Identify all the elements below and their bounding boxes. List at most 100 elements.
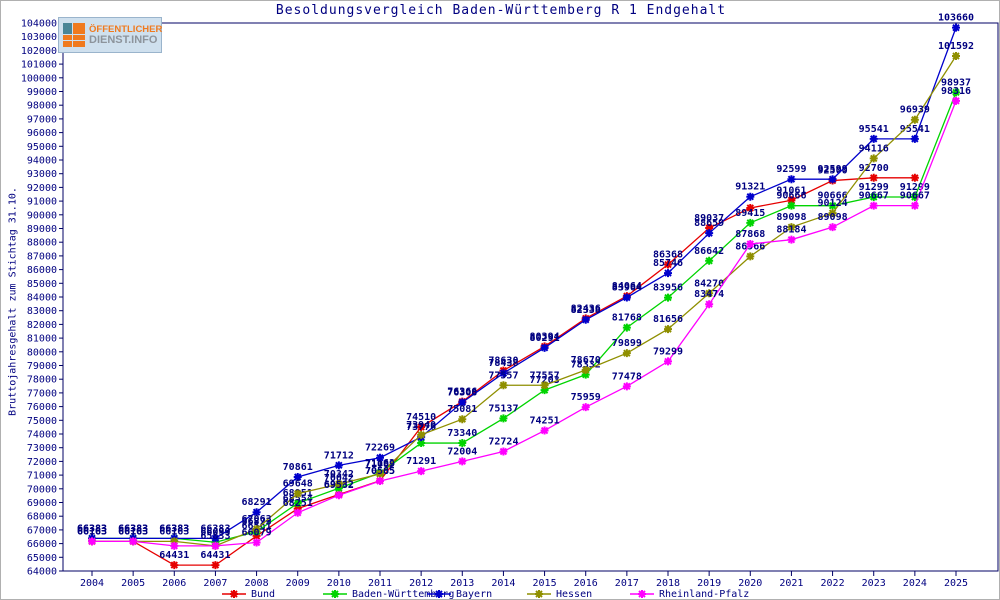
y-tick-label: 82000 bbox=[27, 320, 57, 331]
x-tick-label: 2004 bbox=[80, 578, 104, 589]
data-label-baden-w-rttemberg: 86642 bbox=[694, 246, 724, 257]
y-tick-label: 70000 bbox=[27, 484, 57, 495]
data-label-bayern: 73776 bbox=[406, 422, 436, 433]
data-label-bund: 80394 bbox=[530, 331, 560, 342]
data-point-marker bbox=[746, 203, 755, 212]
x-tick-label: 2017 bbox=[615, 578, 639, 589]
data-label-bund: 76366 bbox=[447, 387, 477, 398]
data-point-marker bbox=[869, 193, 878, 202]
data-label-bund: 66163 bbox=[118, 526, 148, 537]
data-label-bayern: 91321 bbox=[735, 182, 765, 193]
x-tick-label: 2008 bbox=[245, 578, 269, 589]
data-label-hessen: 70342 bbox=[324, 469, 354, 480]
data-label-hessen: 78670 bbox=[571, 355, 601, 366]
y-tick-label: 69000 bbox=[27, 498, 57, 509]
y-tick-label: 88000 bbox=[27, 238, 57, 249]
data-point-marker bbox=[664, 325, 672, 334]
data-point-marker bbox=[910, 193, 919, 202]
data-label-rheinland-pfalz: 88184 bbox=[776, 225, 806, 236]
data-label-bund: 91061 bbox=[776, 185, 806, 196]
data-point-marker bbox=[540, 386, 549, 395]
data-label-rheinland-pfalz: 98316 bbox=[941, 86, 971, 97]
data-point-marker bbox=[787, 175, 796, 184]
y-tick-label: 66000 bbox=[27, 539, 57, 550]
y-axis: 64000 65000 66000 67000 68000 69000 70000 71000… bbox=[21, 19, 63, 578]
data-point-marker bbox=[581, 403, 590, 412]
data-label-hessen: 66163 bbox=[118, 526, 148, 537]
data-point-marker bbox=[417, 439, 426, 448]
data-label-bund: 74510 bbox=[406, 412, 436, 423]
data-label-hessen: 65833 bbox=[200, 531, 230, 542]
data-point-marker bbox=[540, 426, 549, 435]
x-tick-label: 2009 bbox=[286, 578, 310, 589]
y-tick-label: 99000 bbox=[27, 87, 57, 98]
y-tick-label: 64000 bbox=[27, 567, 57, 578]
data-label-rheinland-pfalz: 72724 bbox=[488, 436, 518, 447]
y-tick-label: 85000 bbox=[27, 279, 57, 290]
data-label-hessen: 66163 bbox=[77, 526, 107, 537]
data-label-hessen: 89098 bbox=[776, 212, 806, 223]
data-point-marker bbox=[828, 223, 837, 232]
y-tick-label: 86000 bbox=[27, 265, 57, 276]
data-label-hessen: 79899 bbox=[612, 338, 642, 349]
series-line-baden-w-rttemberg bbox=[92, 92, 957, 543]
data-label-bayern: 95541 bbox=[900, 124, 930, 135]
data-point-marker bbox=[417, 467, 426, 476]
y-tick-label: 97000 bbox=[27, 114, 57, 125]
data-point-marker bbox=[622, 349, 631, 358]
y-tick-label: 89000 bbox=[27, 224, 57, 235]
data-point-marker bbox=[705, 256, 714, 265]
data-label-bayern: 85746 bbox=[653, 258, 683, 269]
legend-marker-icon bbox=[222, 590, 246, 598]
data-label-bayern: 76308 bbox=[447, 387, 477, 398]
data-label-hessen: 90124 bbox=[818, 198, 848, 209]
data-label-bund: 68554 bbox=[283, 494, 313, 505]
data-label-rheinland-pfalz: 75959 bbox=[571, 392, 601, 403]
data-label-rheinland-pfalz: 69532 bbox=[324, 480, 354, 491]
series-baden-w-rttemberg: 66383 66383 66383 6609966873689517004271163… bbox=[77, 77, 971, 547]
series-line-hessen bbox=[92, 55, 957, 547]
plot-frame bbox=[62, 22, 999, 572]
data-label-hessen: 73940 bbox=[406, 420, 436, 431]
data-point-marker bbox=[828, 175, 837, 184]
data-point-marker bbox=[910, 201, 919, 210]
data-point-marker bbox=[129, 537, 138, 546]
data-label-hessen: 77557 bbox=[488, 370, 518, 381]
data-point-marker bbox=[705, 229, 714, 238]
data-point-marker bbox=[334, 461, 343, 470]
data-label-baden-w-rttemberg: 75137 bbox=[488, 403, 518, 414]
data-label-bayern: 70861 bbox=[283, 462, 313, 473]
data-point-marker bbox=[499, 369, 508, 378]
data-point-marker bbox=[664, 357, 672, 366]
data-point-marker bbox=[376, 477, 384, 486]
data-label-bund: 89037 bbox=[694, 213, 724, 224]
y-tick-label: 74000 bbox=[27, 430, 57, 441]
data-point-marker bbox=[458, 415, 467, 424]
data-label-baden-w-rttemberg: 66383 bbox=[118, 523, 148, 534]
data-label-bund: 78630 bbox=[488, 356, 518, 367]
x-tick-label: 2014 bbox=[491, 578, 515, 589]
data-label-hessen: 75081 bbox=[447, 404, 477, 415]
y-tick-label: 76000 bbox=[27, 402, 57, 413]
data-label-rheinland-pfalz: 87868 bbox=[735, 229, 765, 240]
data-label-baden-w-rttemberg: 66099 bbox=[200, 527, 230, 538]
data-label-rheinland-pfalz: 72004 bbox=[447, 446, 477, 457]
y-tick-label: 93000 bbox=[27, 169, 57, 180]
data-point-marker bbox=[622, 323, 631, 332]
data-point-marker bbox=[334, 491, 343, 500]
data-point-marker bbox=[705, 223, 714, 232]
data-label-baden-w-rttemberg: 73340 bbox=[447, 428, 477, 439]
data-label-baden-w-rttemberg: 70042 bbox=[324, 473, 354, 484]
data-point-marker bbox=[910, 173, 919, 182]
data-point-marker bbox=[211, 534, 220, 543]
y-tick-label: 103000 bbox=[21, 32, 57, 43]
legend-label: Bayern bbox=[456, 588, 493, 600]
data-point-marker bbox=[581, 370, 590, 379]
series-line-bayern bbox=[92, 27, 957, 540]
y-tick-label: 101000 bbox=[21, 60, 57, 71]
data-point-marker bbox=[170, 541, 179, 550]
data-label-bayern: 88659 bbox=[694, 218, 724, 229]
data-label-bund: 86368 bbox=[653, 250, 683, 261]
data-label-baden-w-rttemberg: 90666 bbox=[818, 191, 848, 202]
data-label-bund: 82436 bbox=[571, 303, 601, 314]
